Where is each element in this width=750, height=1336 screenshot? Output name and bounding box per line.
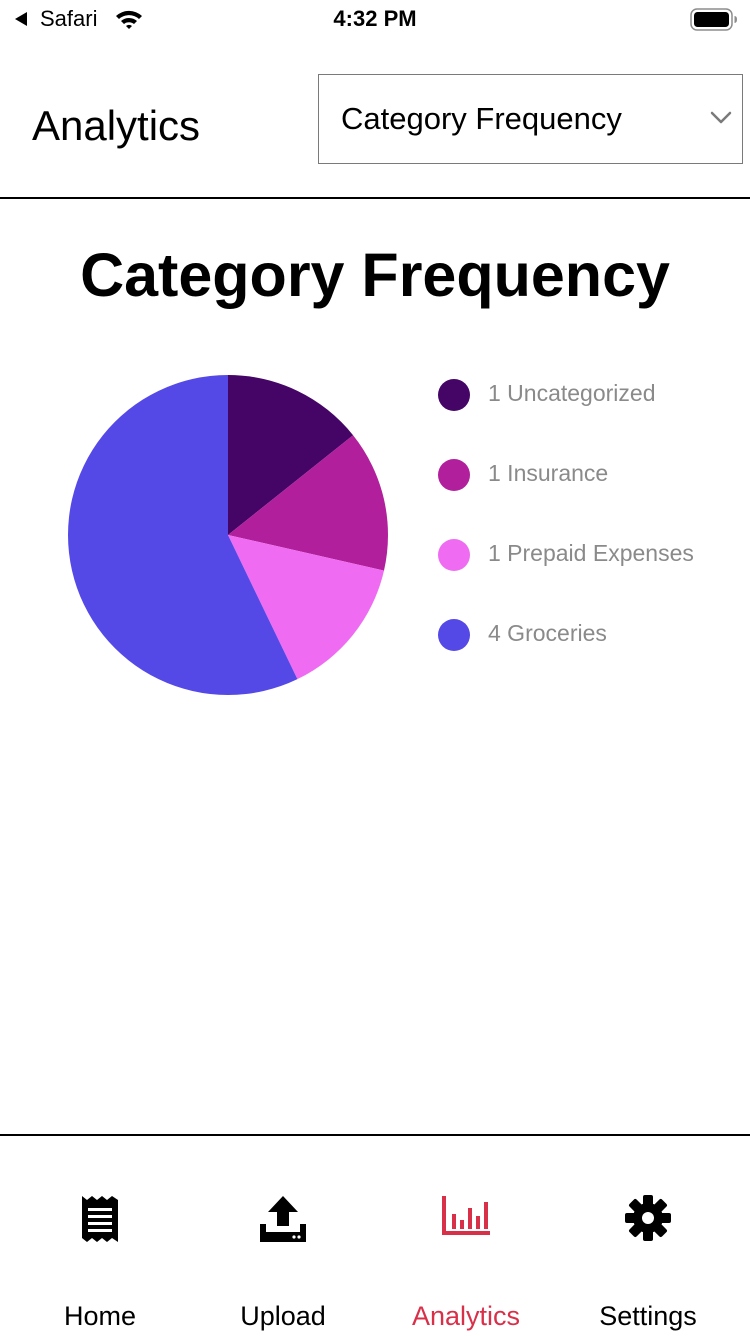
pie-slice-groceries xyxy=(68,375,298,695)
tab-label-analytics: Analytics xyxy=(411,1301,521,1331)
page-title: Analytics xyxy=(32,102,201,149)
legend-label: 1 Uncategorized xyxy=(488,380,656,406)
legend-label: 4 Groceries xyxy=(488,620,607,646)
legend-label: 1 Prepaid Expenses xyxy=(488,540,694,566)
legend-swatch xyxy=(438,459,470,491)
wifi-icon xyxy=(116,10,142,29)
legend-item: 1 Uncategorized xyxy=(438,376,738,412)
chart-type-select-value: Category Frequency xyxy=(341,101,622,136)
pie-chart xyxy=(68,375,388,695)
legend-swatch xyxy=(438,539,470,571)
battery-icon xyxy=(690,8,737,31)
pie-slice-uncategorized xyxy=(228,375,354,535)
legend-swatch xyxy=(438,619,470,651)
bar-chart-icon xyxy=(442,1196,490,1235)
header: Analytics Category Frequency xyxy=(0,40,750,199)
legend-item: 1 Prepaid Expenses xyxy=(438,536,738,572)
tab-upload[interactable]: Upload xyxy=(189,1136,377,1336)
back-app-label[interactable]: Safari xyxy=(40,6,98,31)
status-bar: Safari 4:32 PM xyxy=(0,0,750,40)
tab-label-settings: Settings xyxy=(599,1301,697,1331)
legend-swatch xyxy=(438,379,470,411)
tab-home[interactable]: Home xyxy=(6,1136,194,1336)
legend-item: 4 Groceries xyxy=(438,616,738,652)
tab-settings[interactable]: Settings xyxy=(554,1136,742,1336)
chart-type-select[interactable]: Category Frequency xyxy=(318,74,743,164)
chart-title: Category Frequency xyxy=(80,241,670,309)
pie-slice-insurance xyxy=(228,435,388,571)
tab-analytics[interactable]: Analytics xyxy=(372,1136,560,1336)
back-arrow-icon[interactable] xyxy=(14,11,28,27)
tab-bar: Home Upload Analytics xyxy=(0,1134,750,1334)
status-time: 4:32 PM xyxy=(333,6,417,31)
chevron-down-icon xyxy=(710,111,732,124)
tab-label-upload: Upload xyxy=(240,1301,326,1331)
gear-icon xyxy=(625,1195,671,1241)
pie-slice-prepaid-expenses xyxy=(228,535,384,680)
tab-label-home: Home xyxy=(63,1301,137,1331)
legend-item: 1 Insurance xyxy=(438,456,738,492)
upload-icon xyxy=(260,1196,306,1242)
receipt-icon xyxy=(82,1196,118,1242)
legend-label: 1 Insurance xyxy=(488,460,609,486)
